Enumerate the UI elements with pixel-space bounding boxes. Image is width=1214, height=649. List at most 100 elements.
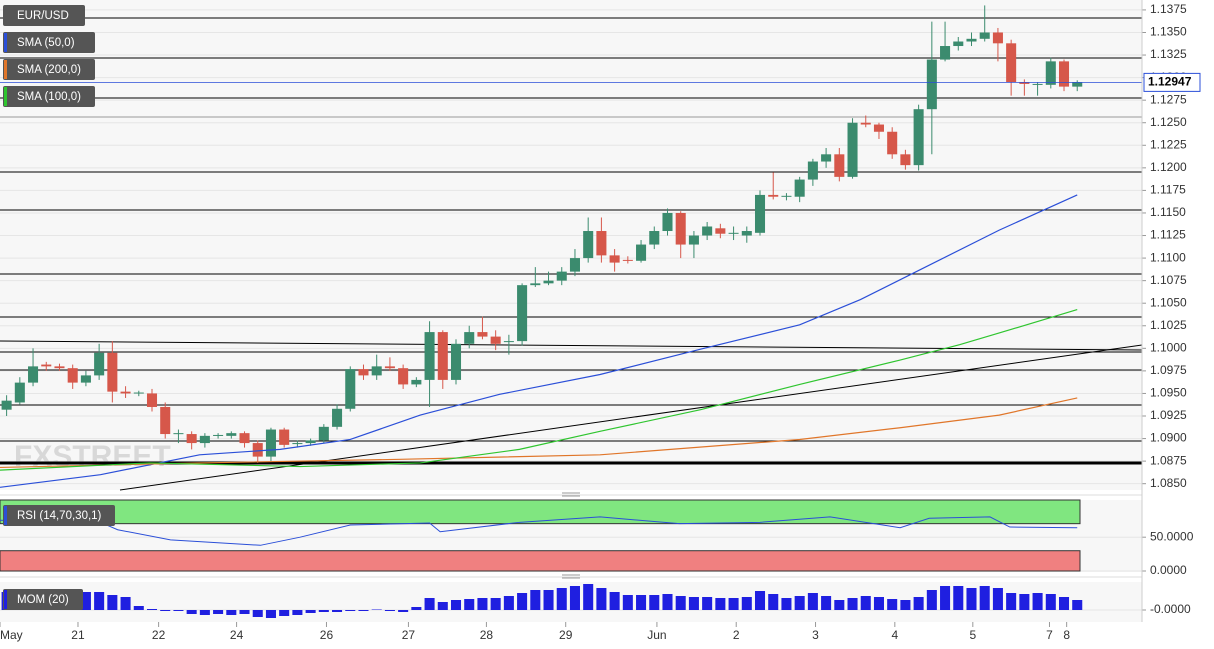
x-tick-label: 3 bbox=[812, 628, 819, 642]
price-panel bbox=[0, 0, 1142, 490]
x-tick-label: 8 bbox=[1063, 628, 1070, 642]
mom-bar bbox=[186, 610, 197, 614]
mom-bar bbox=[292, 610, 303, 615]
sma-line bbox=[0, 194, 1078, 488]
candle-body bbox=[437, 332, 448, 380]
y-tick-label: -0.0000 bbox=[1150, 602, 1191, 616]
legend-box bbox=[3, 59, 95, 80]
candle-body bbox=[265, 429, 276, 457]
mom-bar bbox=[490, 598, 501, 610]
mom-bar bbox=[384, 610, 395, 611]
mom-bar bbox=[146, 609, 158, 610]
y-tick-label: 1.1025 bbox=[1150, 318, 1187, 332]
legend-box bbox=[3, 589, 83, 610]
candle-body bbox=[133, 392, 144, 394]
mom-bar bbox=[543, 590, 554, 610]
mom-bar bbox=[265, 610, 276, 618]
y-tick-label: 1.1175 bbox=[1150, 183, 1186, 197]
candle-body bbox=[1032, 83, 1043, 85]
mom-bar bbox=[768, 594, 779, 610]
mom-bar bbox=[530, 590, 541, 610]
mom-bar bbox=[636, 595, 647, 610]
candle-body bbox=[940, 46, 951, 60]
candle-body bbox=[41, 364, 52, 367]
candle-body bbox=[358, 369, 369, 376]
candle-body bbox=[28, 366, 39, 383]
y-tick-label: 50.0000 bbox=[1150, 529, 1194, 543]
candle-body bbox=[979, 32, 990, 39]
candle-body bbox=[873, 124, 884, 132]
y-tick-label: 1.1250 bbox=[1150, 115, 1187, 129]
mom-bar bbox=[926, 590, 937, 610]
candle-body bbox=[569, 258, 580, 272]
mom-bar bbox=[715, 598, 726, 610]
y-tick-label: 1.1150 bbox=[1150, 205, 1186, 219]
mom-bar bbox=[821, 596, 832, 610]
candle-body bbox=[860, 122, 871, 125]
mom-bar bbox=[1032, 593, 1043, 610]
watermark: FXSTREET bbox=[14, 440, 171, 473]
candle-body bbox=[213, 434, 224, 436]
sma-line bbox=[0, 397, 1078, 469]
mom-bar bbox=[133, 606, 144, 610]
mom-bar bbox=[80, 592, 91, 610]
legend-box bbox=[3, 505, 115, 526]
mom-bar bbox=[900, 600, 911, 610]
x-tick-label: 28 bbox=[480, 628, 494, 642]
x-tick-label: 26 bbox=[320, 628, 334, 642]
mom-bar bbox=[569, 586, 580, 610]
candle-body bbox=[279, 429, 290, 445]
mom-bar bbox=[424, 598, 435, 610]
candle-body bbox=[292, 443, 303, 445]
y-tick-label: 1.0900 bbox=[1150, 431, 1187, 445]
mom-bar bbox=[239, 610, 250, 614]
x-tick-label: Jun bbox=[647, 628, 666, 642]
last-price-label: 1.12947 bbox=[1148, 75, 1192, 89]
mom-bar bbox=[860, 596, 871, 610]
candle-body bbox=[794, 179, 805, 197]
y-tick-label: 1.0850 bbox=[1150, 476, 1187, 490]
mom-bar bbox=[702, 597, 713, 610]
mom-bar bbox=[503, 596, 514, 610]
candle-body bbox=[781, 195, 792, 197]
mom-bar bbox=[741, 597, 752, 610]
x-tick-label: 22 bbox=[152, 628, 166, 642]
candle-body bbox=[239, 433, 250, 444]
candle-body bbox=[120, 391, 131, 394]
mom-bar bbox=[1045, 594, 1056, 610]
mom-bar bbox=[728, 598, 739, 610]
y-tick-label: 0.0000 bbox=[1150, 563, 1187, 577]
mom-bar bbox=[332, 610, 343, 612]
legend-box bbox=[3, 86, 95, 107]
x-tick-label: 29 bbox=[559, 628, 573, 642]
x-tick-label: 5 bbox=[969, 628, 976, 642]
candle-body bbox=[371, 366, 382, 376]
mom-bar bbox=[517, 593, 528, 610]
candle-body bbox=[636, 244, 647, 261]
candle-body bbox=[345, 369, 356, 409]
candle-body bbox=[596, 231, 607, 256]
mom-bar bbox=[398, 610, 409, 612]
candle-body bbox=[543, 280, 554, 284]
candle-body bbox=[530, 283, 541, 286]
resize-grip[interactable] bbox=[562, 492, 580, 579]
candle-body bbox=[517, 285, 528, 342]
legend-swatch bbox=[4, 506, 7, 525]
candle-body bbox=[583, 231, 594, 259]
mom-bar bbox=[940, 586, 951, 610]
candle-body bbox=[226, 433, 237, 436]
y-tick-label: 1.0875 bbox=[1150, 453, 1187, 467]
candle-body bbox=[1045, 61, 1056, 85]
candle-body bbox=[662, 212, 673, 232]
y-tick-label: 1.1050 bbox=[1150, 295, 1187, 309]
y-tick-label: 1.1200 bbox=[1150, 160, 1187, 174]
mom-bar bbox=[173, 610, 184, 611]
legend-label: RSI (14,70,30,1) bbox=[17, 510, 102, 522]
mom-bar bbox=[252, 610, 263, 617]
x-tick-label: 27 bbox=[402, 628, 416, 642]
candle-body bbox=[953, 41, 964, 47]
mom-bar bbox=[834, 600, 845, 610]
x-tick-label: 4 bbox=[891, 628, 898, 642]
x-tick-label: May bbox=[0, 628, 23, 642]
